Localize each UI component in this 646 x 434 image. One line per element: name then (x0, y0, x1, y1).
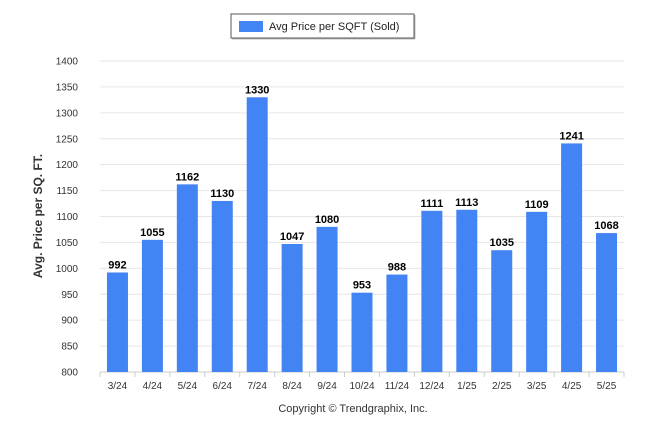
y-tick-label: 1150 (56, 186, 78, 197)
x-tick-label: 10/24 (349, 381, 374, 392)
bar-value-label: 988 (388, 262, 406, 274)
bar-value-label: 1162 (175, 171, 199, 183)
bar-value-label: 1055 (140, 227, 164, 239)
bars (106, 97, 618, 373)
bar[interactable] (491, 250, 513, 372)
legend[interactable]: Avg Price per SQFT (Sold) (230, 13, 416, 40)
bar-value-label: 953 (353, 280, 371, 292)
x-tick-label: 7/24 (247, 381, 267, 392)
y-tick-label: 1200 (56, 160, 79, 171)
y-tick-label: 1300 (56, 108, 79, 119)
legend-swatch (239, 21, 263, 32)
y-tick-label: 1350 (56, 82, 79, 93)
x-tick-label: 5/25 (597, 381, 617, 392)
y-tick-label: 900 (61, 316, 78, 327)
x-tick-label: 4/24 (143, 381, 163, 392)
legend-label: Avg Price per SQFT (Sold) (269, 21, 399, 33)
x-tick-label: 12/24 (419, 381, 444, 392)
y-tick-label: 1400 (56, 57, 79, 68)
x-tick-label: 5/24 (178, 381, 198, 392)
bar-value-label: 1109 (525, 199, 549, 211)
bar[interactable] (421, 210, 443, 372)
bar[interactable] (561, 143, 583, 372)
x-tick-label: 9/24 (317, 381, 337, 392)
bar[interactable] (596, 233, 618, 372)
bar[interactable] (281, 243, 303, 372)
bar-value-label: 1330 (245, 84, 269, 96)
bar-value-label: 1113 (455, 197, 478, 209)
x-tick-label: 1/25 (457, 381, 477, 392)
y-tick-label: 1100 (56, 212, 78, 223)
y-tick-label: 1050 (56, 238, 79, 249)
bar[interactable] (211, 200, 233, 372)
x-tick-label: 8/24 (282, 381, 302, 392)
copyright-text: Copyright © Trendgraphix, Inc. (278, 403, 427, 415)
y-tick-label: 1000 (56, 264, 79, 275)
legend-box (230, 13, 415, 39)
x-tick-label: 6/24 (213, 381, 233, 392)
bar[interactable] (526, 211, 548, 372)
y-axis-title: Avg. Price per SQ. FT. (31, 154, 45, 278)
x-tick-label: 11/24 (385, 381, 410, 392)
y-tick-label: 800 (61, 368, 78, 379)
y-tick-label: 1250 (56, 134, 79, 145)
y-tick-label: 850 (61, 342, 78, 353)
bar-value-label: 1130 (210, 188, 234, 200)
bar[interactable] (316, 226, 338, 372)
bar[interactable] (176, 184, 198, 372)
bar[interactable] (456, 209, 478, 372)
bar-value-label: 1241 (559, 130, 583, 142)
bar-value-label: 1080 (315, 214, 339, 226)
bar-value-label: 1068 (594, 220, 618, 232)
x-tick-label: 3/25 (527, 381, 547, 392)
x-axis-ticks: 3/24 4/24 5/24 6/24 7/24 8/24 9/24 10/24 11/24 12… (99, 372, 625, 392)
bar[interactable] (351, 292, 373, 372)
x-tick-label: 4/25 (562, 381, 582, 392)
bar[interactable] (246, 97, 268, 373)
bar[interactable] (386, 274, 408, 372)
bar[interactable] (141, 239, 163, 372)
x-tick-label: 2/25 (492, 381, 512, 392)
bar-value-label: 1111 (421, 198, 444, 210)
x-tick-label: 3/24 (108, 381, 128, 392)
y-tick-label: 950 (61, 290, 78, 301)
bar-value-label: 1047 (280, 231, 304, 243)
y-axis-ticks: 800 850 900 950 1000 1050 1100 1150 1200 1250 1300… (56, 57, 79, 379)
bar-value-label: 1035 (489, 237, 513, 249)
bar-value-label: 992 (108, 259, 126, 271)
bar[interactable] (106, 272, 128, 372)
data-labels: 992 1055 1162 1130 1330 1047 1080 953 988 1111 111… (108, 84, 618, 291)
